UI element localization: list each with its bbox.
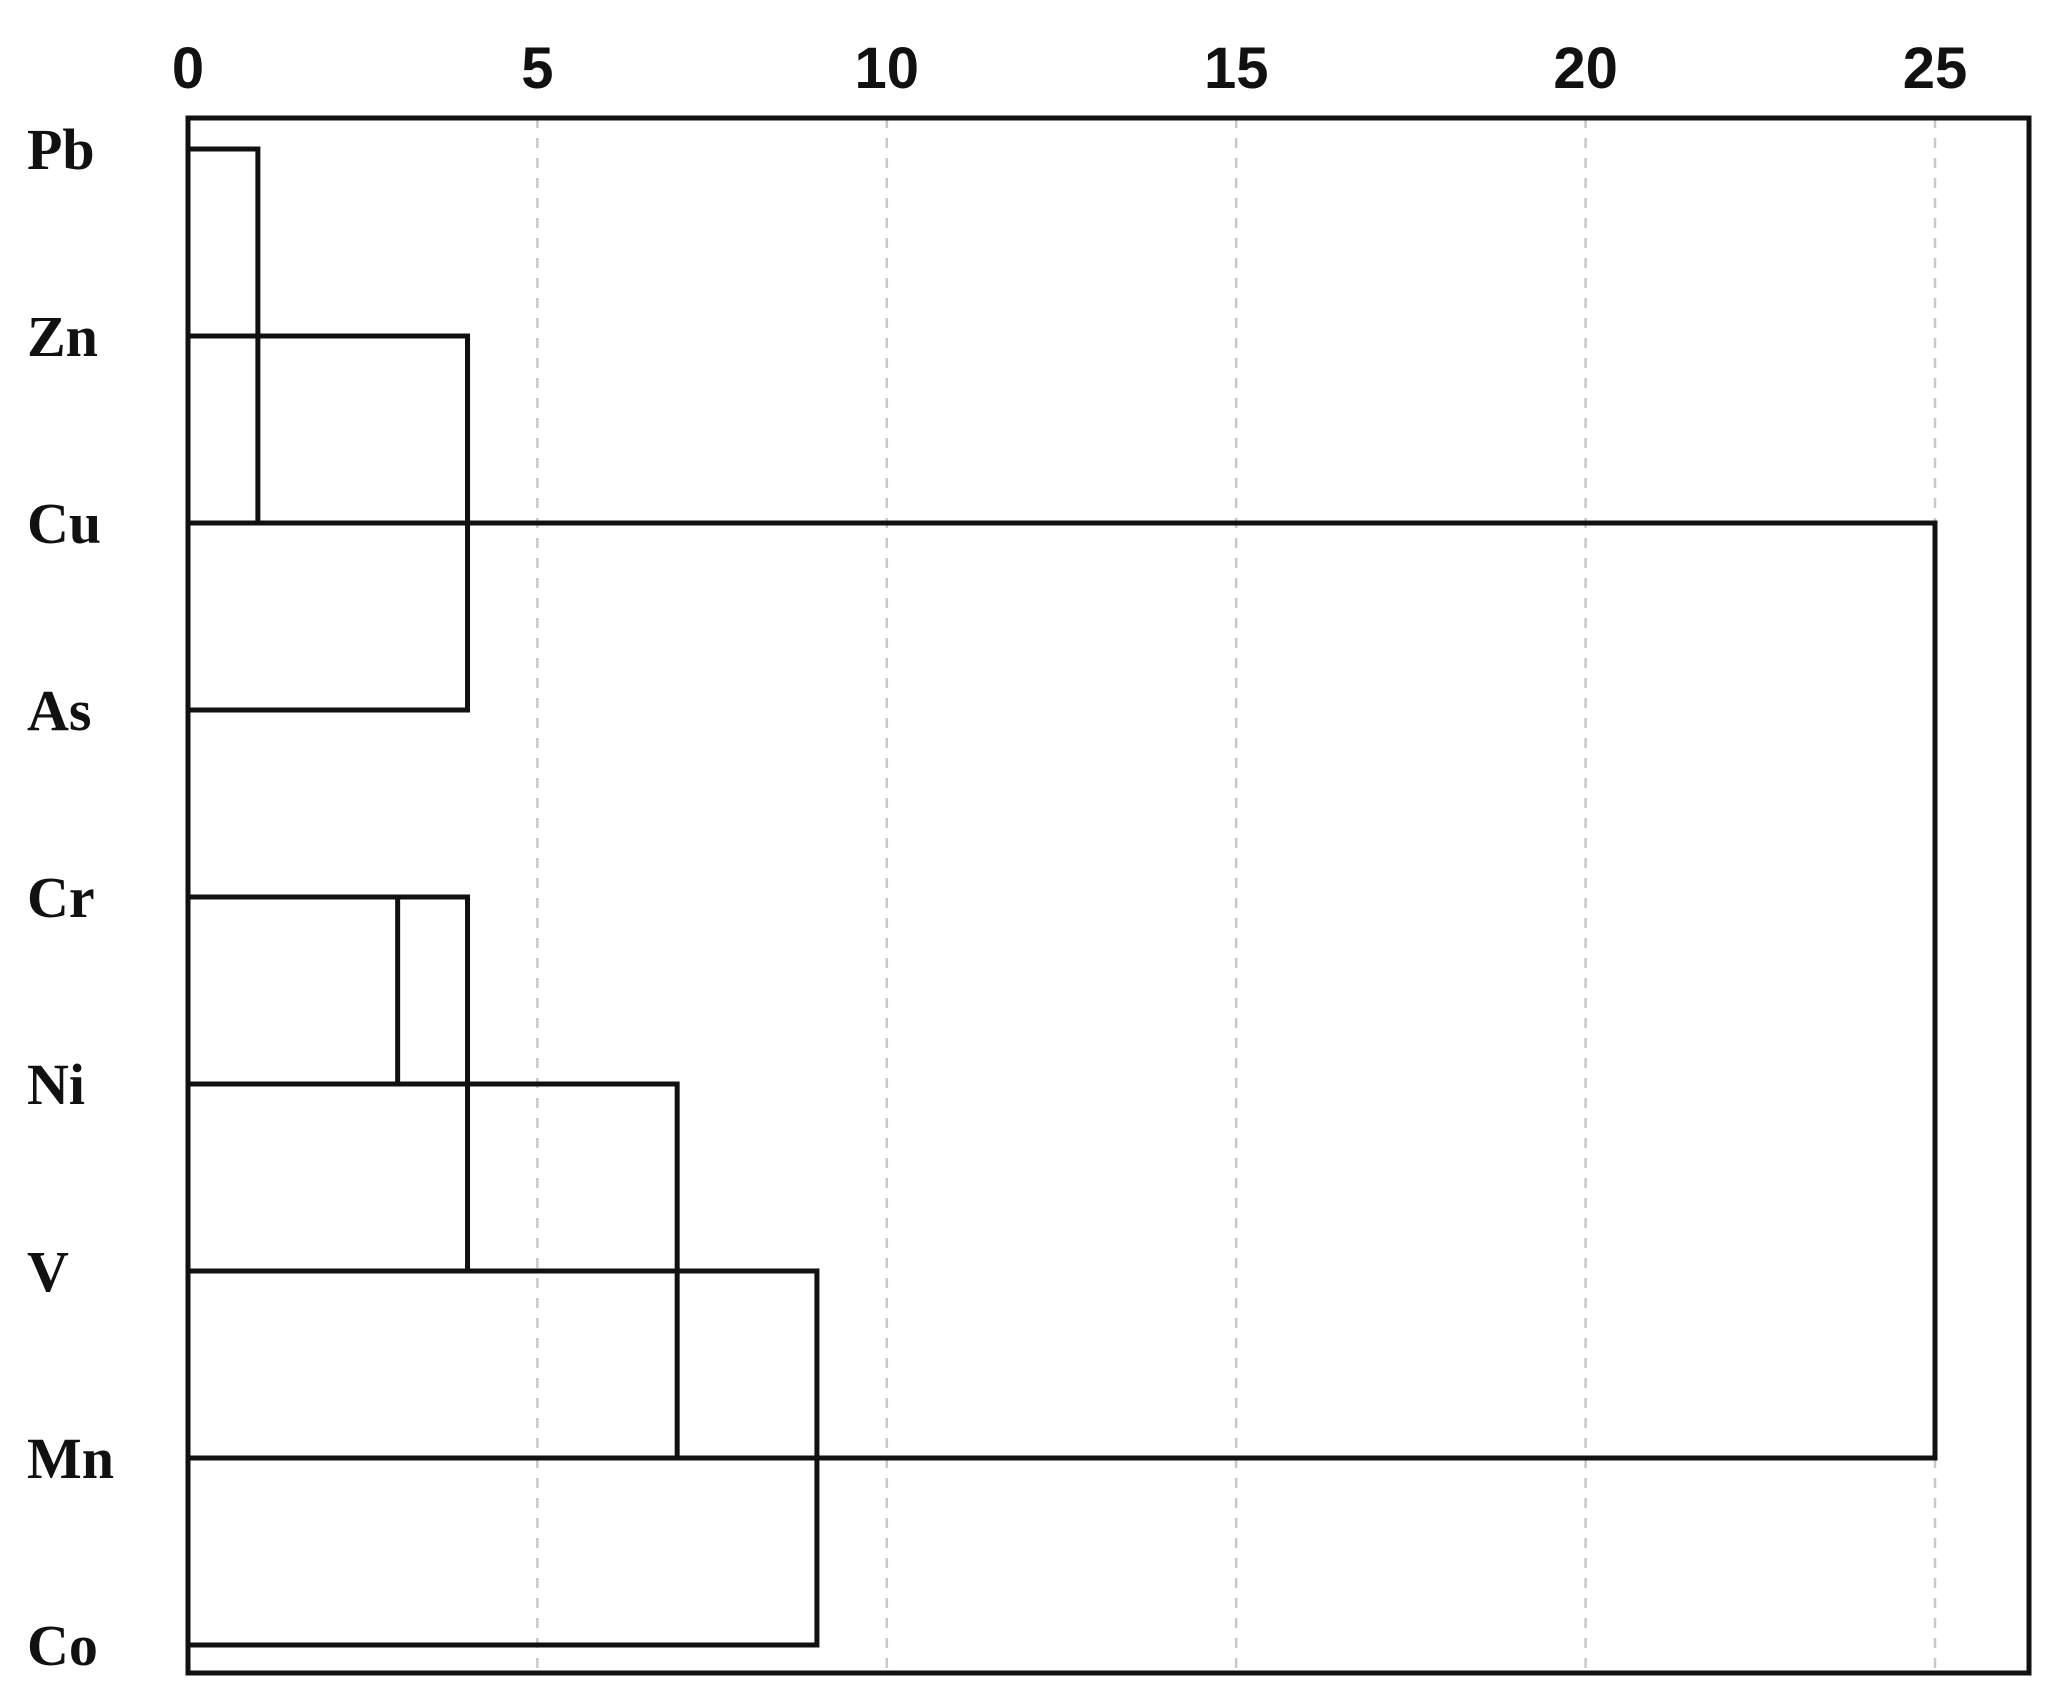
leaf-label-pb: Pb [27,117,95,182]
leaf-label-co: Co [27,1613,98,1678]
leaf-label-as: As [27,678,91,743]
leaf-label-zn: Zn [27,304,98,369]
x-tick-label-15: 15 [1204,36,1269,101]
x-tick-label-20: 20 [1553,36,1618,101]
leaf-label-cr: Cr [27,865,95,930]
x-tick-label-25: 25 [1903,36,1968,101]
link-cr-ni-3 [185,894,401,1087]
leaf-label-mn: Mn [27,1426,114,1491]
gridlines [536,118,1937,1673]
dendrogram-links [185,146,1938,1648]
leaf-labels: Pb Zn Cu As Cr Ni V Mn Co [27,117,114,1678]
x-tick-label-0: 0 [172,36,204,101]
link-zn-cu-4 [185,333,471,526]
link-cu-mn-25 [185,520,1938,1461]
x-tick-label-10: 10 [855,36,920,101]
leaf-label-cu: Cu [27,491,101,556]
plot-frame [185,115,2032,1676]
x-axis-ticks: 0 5 10 15 20 25 [172,36,1967,101]
x-tick-label-5: 5 [521,36,553,101]
leaf-label-ni: Ni [27,1052,85,1117]
leaf-label-v: V [27,1239,69,1304]
